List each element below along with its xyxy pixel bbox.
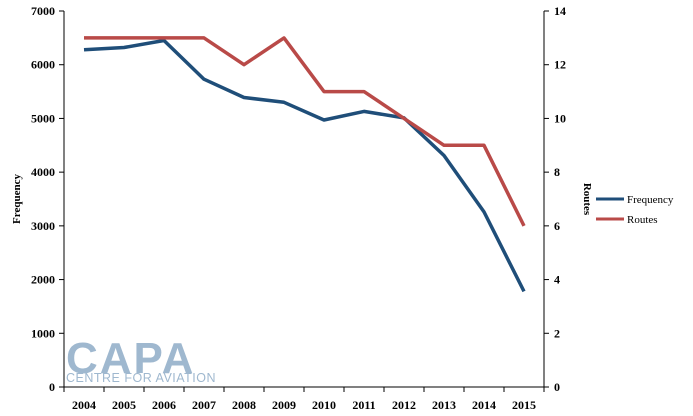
left-tick-label: 4000	[31, 165, 55, 179]
left-axis-title: Frequency	[11, 174, 23, 224]
x-tick-label: 2012	[392, 398, 416, 412]
right-tick-label: 2	[554, 326, 560, 340]
watermark-subtitle: CENTRE FOR AVIATION	[66, 371, 216, 385]
x-tick-label: 2007	[192, 398, 216, 412]
left-y-ticks: 0 1000 2000 3000 4000 5000 6000 7000	[31, 4, 64, 394]
right-tick-label: 8	[554, 165, 560, 179]
x-tick-label: 2015	[512, 398, 536, 412]
right-tick-label: 4	[554, 273, 560, 287]
right-tick-label: 6	[554, 219, 560, 233]
left-tick-label: 7000	[31, 4, 55, 18]
series-lines	[83, 36, 526, 293]
x-tick-label: 2011	[352, 398, 375, 412]
x-tick-label: 2004	[72, 398, 96, 412]
right-tick-label: 14	[554, 4, 566, 18]
x-tick-label: 2013	[432, 398, 456, 412]
legend-label-routes: Routes	[627, 214, 658, 226]
right-tick-label: 0	[554, 380, 560, 394]
right-tick-label: 12	[554, 58, 566, 72]
legend: Frequency Routes	[596, 194, 674, 226]
right-y-ticks: 0 2 4 6 8 10 12 14	[544, 4, 566, 394]
left-tick-label: 0	[49, 380, 55, 394]
x-tick-label: 2014	[472, 398, 496, 412]
right-tick-label: 10	[554, 111, 566, 125]
legend-label-frequency: Frequency	[627, 194, 674, 206]
x-tick-label: 2010	[312, 398, 336, 412]
series-line-frequency	[83, 38, 526, 293]
left-tick-label: 2000	[31, 273, 55, 287]
series-line-routes	[84, 36, 526, 227]
right-axis-title: Routes	[581, 183, 593, 216]
left-tick-label: 5000	[31, 111, 55, 125]
left-tick-label: 6000	[31, 58, 55, 72]
x-ticks: 2004 2005 2006 2007 2008 2009 2010 2011 2012 2013…	[63, 387, 545, 412]
watermark-logo: CAPA	[66, 334, 195, 383]
capa-watermark: CAPA CENTRE FOR AVIATION	[66, 334, 216, 385]
x-tick-label: 2009	[272, 398, 296, 412]
x-tick-label: 2006	[152, 398, 176, 412]
left-tick-label: 3000	[31, 219, 55, 233]
left-tick-label: 1000	[31, 326, 55, 340]
x-tick-label: 2005	[112, 398, 136, 412]
x-tick-label: 2008	[232, 398, 256, 412]
